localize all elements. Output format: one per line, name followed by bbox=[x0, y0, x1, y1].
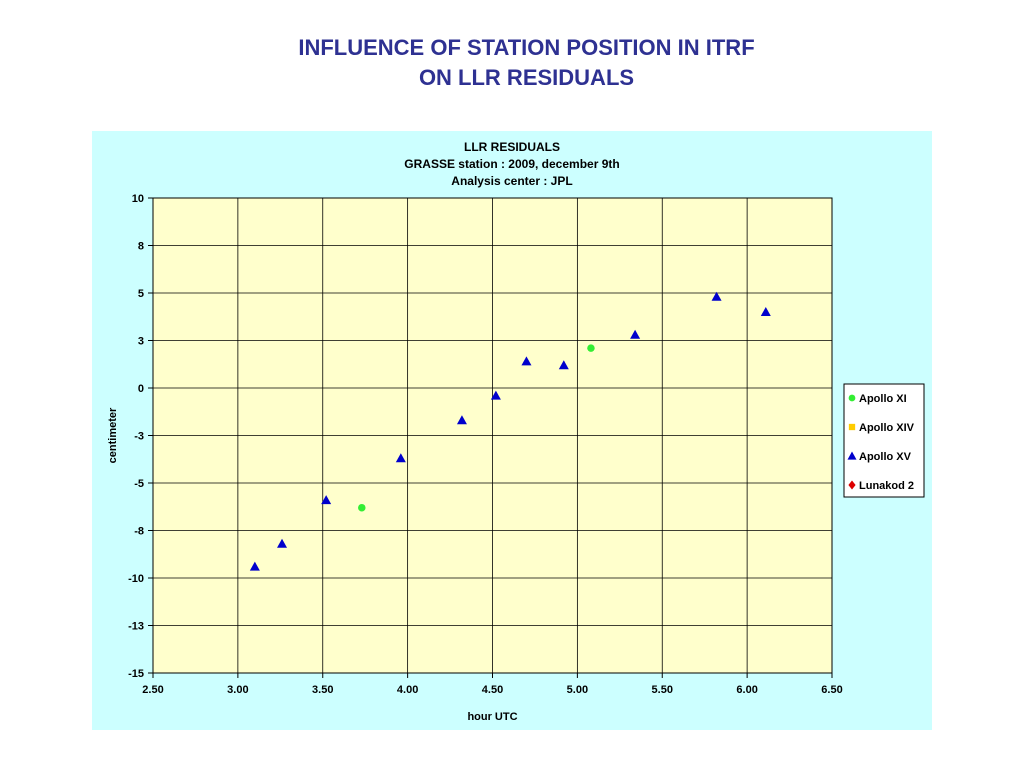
data-point-apollo-xi bbox=[587, 344, 595, 352]
data-point-apollo-xi bbox=[358, 503, 366, 512]
data-point-apollo-xv bbox=[249, 561, 260, 571]
y-tick-label: 8 bbox=[138, 241, 144, 253]
x-tick-label: 3.50 bbox=[312, 684, 333, 696]
y-tick-label: -8 bbox=[134, 526, 144, 538]
x-tick-label: 6.50 bbox=[821, 684, 842, 696]
slide-title-line-1: INFLUENCE OF STATION POSITION IN ITRF bbox=[298, 35, 755, 60]
chart-panel: LLR RESIDUALS GRASSE station : 2009, dece… bbox=[92, 131, 932, 730]
y-tick-label: -3 bbox=[134, 431, 144, 443]
y-tick-label: -15 bbox=[128, 668, 144, 680]
y-tick-label: -5 bbox=[134, 478, 144, 490]
chart-title-line-3: Analysis center : JPL bbox=[451, 174, 572, 188]
chart-title-line-2: GRASSE station : 2009, december 9th bbox=[404, 157, 619, 171]
x-tick-label: 4.00 bbox=[397, 684, 418, 696]
x-tick-label: 5.50 bbox=[652, 684, 673, 696]
legend-label-lunakod-2: Lunakod 2 bbox=[859, 480, 914, 492]
legend-marker-apollo-xv bbox=[847, 451, 857, 460]
legend-label-apollo-xi: Apollo XI bbox=[859, 393, 907, 405]
x-tick-label: 6.00 bbox=[736, 684, 757, 696]
legend-marker-apollo-xiv bbox=[848, 423, 856, 431]
y-tick-label: 5 bbox=[138, 288, 144, 300]
chart-title-line-1: LLR RESIDUALS bbox=[464, 140, 560, 154]
slide-title: INFLUENCE OF STATION POSITION IN ITRF ON… bbox=[0, 33, 1024, 93]
y-tick-label: -10 bbox=[128, 573, 144, 585]
legend-box bbox=[843, 383, 925, 498]
data-point-apollo-xv bbox=[630, 329, 641, 339]
data-point-apollo-xv bbox=[711, 291, 722, 301]
data-point-apollo-xv bbox=[321, 495, 332, 505]
x-tick-label: 5.00 bbox=[567, 684, 588, 696]
x-axis-label: hour UTC bbox=[467, 711, 517, 723]
data-point-apollo-xv bbox=[760, 307, 771, 316]
data-point-apollo-xv bbox=[490, 390, 501, 400]
data-point-apollo-xv bbox=[395, 453, 406, 463]
legend-label-apollo-xiv: Apollo XIV bbox=[859, 422, 915, 434]
x-tick-label: 4.50 bbox=[482, 684, 503, 696]
y-tick-label: -13 bbox=[128, 621, 144, 633]
slide-title-line-2: ON LLR RESIDUALS bbox=[418, 65, 635, 90]
x-tick-label: 3.00 bbox=[227, 684, 248, 696]
scatter-chart: LLR RESIDUALS GRASSE station : 2009, dece… bbox=[107, 140, 925, 723]
legend-label-apollo-xv: Apollo XV bbox=[859, 451, 912, 463]
x-tick-label: 2.50 bbox=[142, 684, 163, 696]
data-point-apollo-xv bbox=[558, 360, 569, 370]
data-point-apollo-xv bbox=[521, 356, 532, 366]
y-axis-label: centimeter bbox=[107, 407, 119, 463]
legend-marker-apollo-xi bbox=[848, 394, 856, 402]
data-point-apollo-xv bbox=[277, 538, 288, 548]
y-tick-label: 10 bbox=[132, 193, 144, 205]
y-tick-label: 0 bbox=[138, 383, 144, 395]
legend-marker-lunakod-2 bbox=[848, 480, 856, 490]
data-point-apollo-xv bbox=[456, 415, 467, 425]
y-tick-label: 3 bbox=[138, 336, 144, 348]
